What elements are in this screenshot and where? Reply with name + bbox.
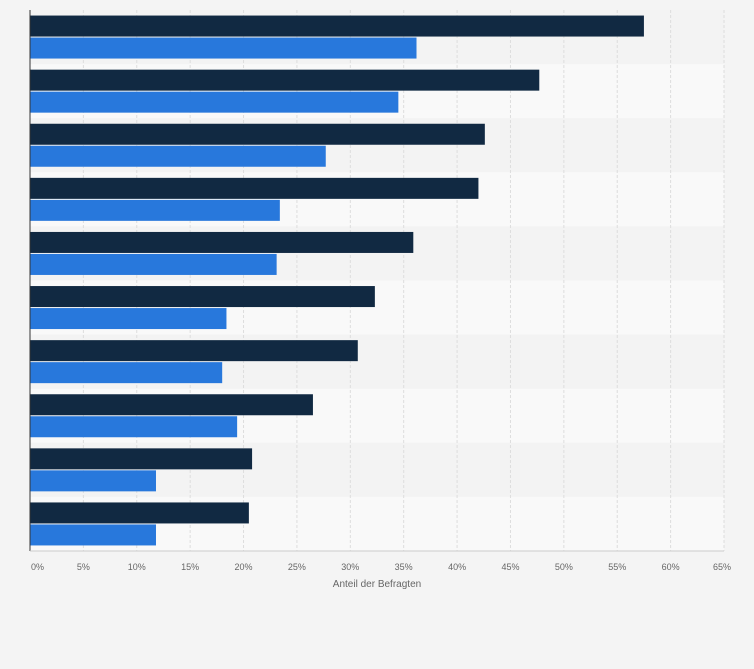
bar-series-2[interactable] — [30, 91, 399, 113]
bar-series-1[interactable] — [30, 123, 485, 145]
bar-series-1[interactable] — [30, 394, 313, 416]
bar-series-2[interactable] — [30, 470, 156, 492]
bar-series-2[interactable] — [30, 37, 417, 59]
bar-series-2[interactable] — [30, 308, 227, 330]
x-tick-labels: 0% 5% 10% 15% 20% 25% 30% 35% 40% 45% 50% 55% 60% 65% — [31, 562, 731, 572]
x-tick-label: 55% — [608, 562, 626, 572]
x-tick-label: 20% — [235, 562, 253, 572]
bar-series-1[interactable] — [30, 231, 414, 253]
x-tick-label: 50% — [555, 562, 573, 572]
bar-series-2[interactable] — [30, 145, 326, 167]
x-tick-label: 15% — [181, 562, 199, 572]
axes — [29, 10, 724, 552]
x-tick-label: 10% — [128, 562, 146, 572]
x-tick-label: 0% — [31, 562, 44, 572]
bar-series-1[interactable] — [30, 177, 479, 199]
x-tick-label: 35% — [395, 562, 413, 572]
bar-series-1[interactable] — [30, 448, 253, 470]
bars — [30, 15, 644, 546]
x-tick-label: 40% — [448, 562, 466, 572]
bar-series-1[interactable] — [30, 286, 375, 308]
x-tick-label: 60% — [662, 562, 680, 572]
bar-series-1[interactable] — [30, 340, 358, 362]
bar-series-1[interactable] — [30, 69, 540, 91]
x-tick-label: 5% — [77, 562, 90, 572]
bar-series-1[interactable] — [30, 502, 249, 524]
x-tick-label: 45% — [501, 562, 519, 572]
x-tick-label: 30% — [341, 562, 359, 572]
bar-series-2[interactable] — [30, 362, 223, 384]
bar-series-2[interactable] — [30, 199, 280, 221]
bar-series-2[interactable] — [30, 253, 277, 275]
bar-series-2[interactable] — [30, 524, 156, 546]
row-bands — [30, 10, 724, 551]
x-axis-title: Anteil der Befragten — [333, 579, 421, 590]
bar-series-1[interactable] — [30, 15, 644, 37]
x-tick-label: 65% — [713, 562, 731, 572]
bar-series-2[interactable] — [30, 416, 238, 438]
x-tick-label: 25% — [288, 562, 306, 572]
